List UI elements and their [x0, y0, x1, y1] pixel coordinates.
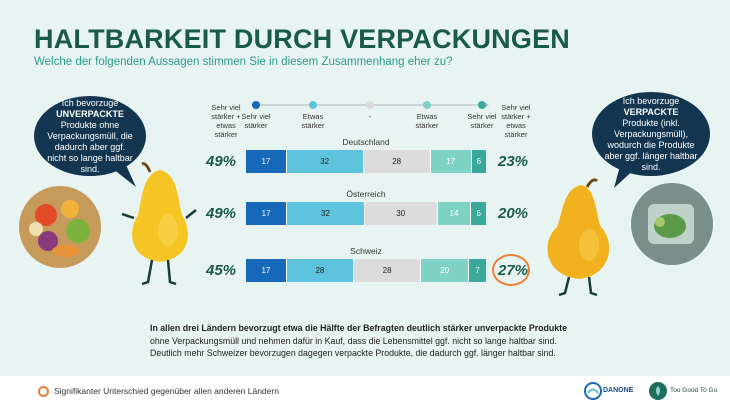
bar-segment: 32: [287, 202, 365, 225]
right-bubble-rest: Produkte (inkl. Verpackungsmüll), wodurc…: [604, 117, 698, 172]
danone-logo-icon: [584, 382, 602, 400]
legend-dot-1: [309, 101, 317, 109]
legend-dot-4: [478, 101, 486, 109]
summary-line3: Deutlich mehr Schweizer bevorzugen dageg…: [150, 348, 556, 358]
legend-dot-2: [366, 101, 374, 109]
left-bubble-line1: Ich bevorzuge: [61, 97, 119, 108]
right-speech-bubble: Ich bevorzuge VERPACKTE Produkte (inkl. …: [592, 92, 710, 176]
legend-dot-0: [252, 101, 260, 109]
bar-segment: 28: [286, 259, 354, 282]
legend-label-0: Sehr viel stärker: [241, 112, 271, 130]
footer: Signifikanter Unterschied gegenüber alle…: [0, 376, 730, 411]
vegetables-image: [19, 186, 101, 268]
legend-label-3: Etwas stärker: [415, 112, 439, 130]
summary-text: In allen drei Ländern bevorzugt etwa die…: [150, 322, 620, 360]
right-total-value: 20%: [498, 205, 529, 222]
footer-note: Signifikanter Unterschied gegenüber alle…: [54, 386, 279, 396]
country-label: Schweiz: [350, 246, 382, 256]
bar-segment: 6: [471, 202, 486, 225]
bar-segment: 14: [437, 202, 472, 225]
significance-marker-icon: [38, 386, 49, 397]
summary-bold: In allen drei Ländern bevorzugt etwa die…: [150, 323, 567, 333]
stacked-bar: 17 32 28 17 6: [246, 150, 486, 173]
legend-label-1: Etwas stärker: [301, 112, 325, 130]
stacked-bar: 17 28 28 20 7: [246, 259, 486, 282]
page-subtitle: Welche der folgenden Aussagen stimmen Si…: [34, 56, 453, 68]
left-pear-mascot: [121, 162, 197, 286]
summary-line2: ohne Verpackungsmüll und nehmen dafür in…: [150, 335, 557, 346]
left-total-value: 49%: [206, 153, 237, 170]
danone-logo-text: DANONE: [603, 387, 634, 394]
bar-segment: 7: [469, 259, 486, 282]
significance-ring: [492, 254, 530, 286]
country-label: Österreich: [346, 189, 386, 199]
left-total-value: 49%: [206, 205, 237, 222]
right-bubble-bold: VERPACKTE: [623, 106, 679, 117]
bar-segment: 20: [421, 259, 470, 282]
bar-segment: 17: [246, 150, 287, 173]
legend-label-2: -: [368, 112, 372, 121]
bar-segment: 30: [364, 202, 438, 225]
stacked-bar: 17 32 30 14 6: [246, 202, 486, 225]
bar-segment: 6: [471, 150, 486, 173]
left-total-value: 45%: [206, 262, 237, 279]
right-total-value: 23%: [498, 153, 529, 170]
right-pear-mascot: [547, 178, 610, 297]
right-bubble-tail: [614, 166, 638, 188]
bar-segment: 28: [363, 150, 431, 173]
right-total-header: Sehr viel stärker + etwas stärker: [501, 103, 531, 139]
tgtg-logo-icon: [649, 382, 667, 400]
page-title: HALTBARKEIT DURCH VERPACKUNGEN: [34, 24, 570, 54]
bar-segment: 28: [354, 259, 422, 282]
country-label: Deutschland: [342, 137, 390, 147]
right-bubble-line1: Ich bevorzuge: [622, 95, 680, 106]
legend-label-4: Sehr viel stärker: [467, 112, 497, 130]
tgtg-logo-text: Too Good To Go: [670, 387, 718, 394]
left-speech-bubble: Ich bevorzuge UNVERPACKTE Produkte ohne …: [34, 96, 146, 176]
left-bubble-rest: Produkte ohne Verpackungsmüll, die dadur…: [47, 119, 133, 174]
left-total-header: Sehr viel stärker + etwas stärker: [211, 103, 241, 139]
packaged-produce-image: [631, 183, 713, 265]
bar-segment: 17: [246, 202, 288, 225]
bar-segment: 17: [246, 259, 287, 282]
legend-dot-3: [423, 101, 431, 109]
bar-segment: 32: [286, 150, 364, 173]
bar-segment: 17: [430, 150, 472, 173]
left-bubble-bold: UNVERPACKTE: [56, 108, 124, 119]
left-bubble-tail: [108, 165, 136, 187]
